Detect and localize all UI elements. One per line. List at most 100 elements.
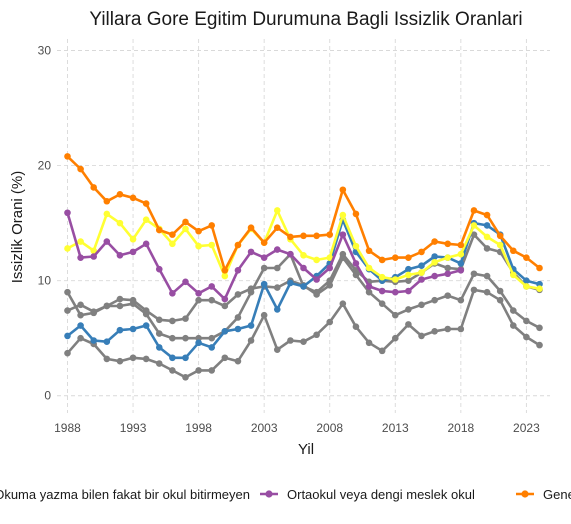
data-point (260, 280, 268, 288)
chart-title: Yillara Gore Egitim Durumuna Bagli Issiz… (89, 9, 522, 30)
data-point (523, 254, 530, 261)
data-point (496, 241, 504, 249)
data-point (365, 247, 373, 255)
data-point (378, 347, 386, 355)
data-point (260, 311, 268, 319)
data-point (64, 307, 71, 314)
data-point (169, 240, 176, 248)
data-point (287, 279, 294, 287)
data-point (496, 287, 504, 295)
data-point (208, 367, 216, 374)
data-point (536, 264, 543, 272)
y-tick-label: 30 (38, 44, 52, 58)
data-point (457, 260, 465, 267)
data-point (509, 307, 517, 314)
data-point (496, 232, 504, 240)
data-point (405, 254, 412, 261)
data-point (300, 264, 307, 272)
data-point (64, 349, 71, 357)
data-point (221, 302, 229, 310)
data-point (431, 272, 438, 280)
data-point (221, 267, 229, 274)
data-point (195, 290, 202, 297)
legend-label: Okuma yazma bilen fakat bir okul bitirme… (0, 487, 250, 502)
data-point (116, 191, 124, 198)
data-point (103, 210, 111, 218)
data-point (444, 292, 452, 299)
legend-key-point (265, 490, 273, 498)
y-tick-label: 20 (38, 159, 52, 173)
data-point (378, 300, 386, 307)
data-point (431, 258, 438, 266)
data-point (536, 280, 543, 288)
data-point (195, 367, 202, 374)
data-point (182, 334, 189, 342)
data-point (405, 287, 412, 295)
data-point (509, 247, 517, 255)
data-point (221, 295, 229, 303)
data-point (483, 245, 491, 252)
data-point (234, 291, 242, 298)
data-point (64, 288, 71, 296)
data-point (155, 265, 163, 273)
data-point (352, 242, 360, 250)
data-point (483, 272, 491, 280)
data-point (247, 322, 255, 329)
data-point (391, 311, 399, 319)
x-tick-label: 2008 (316, 421, 343, 435)
data-point (169, 367, 176, 374)
data-point (496, 296, 504, 304)
data-point (208, 344, 216, 351)
data-point (509, 322, 517, 329)
data-point (195, 242, 202, 250)
data-point (300, 232, 307, 240)
data-point (470, 231, 478, 238)
data-point (129, 354, 137, 362)
data-point (155, 344, 163, 351)
data-point (339, 231, 347, 238)
data-point (64, 332, 71, 340)
data-point (77, 301, 84, 309)
data-point (182, 374, 189, 381)
data-point (444, 270, 452, 278)
data-point (195, 334, 202, 342)
data-point (431, 253, 438, 260)
data-point (142, 240, 150, 248)
x-tick-label: 1998 (185, 421, 212, 435)
data-point (142, 216, 150, 223)
data-point (444, 325, 452, 333)
data-point (90, 309, 98, 317)
data-point (287, 250, 294, 258)
data-point (208, 241, 216, 249)
data-point (77, 238, 84, 245)
data-point (260, 239, 268, 246)
data-point (457, 250, 465, 258)
data-point (326, 231, 334, 238)
data-point (523, 333, 530, 341)
data-point (64, 209, 71, 217)
data-point (470, 270, 478, 278)
data-point (77, 165, 84, 173)
series-layer (64, 153, 543, 381)
data-point (169, 317, 176, 325)
data-point (457, 241, 465, 249)
data-point (339, 211, 347, 219)
data-point (470, 207, 478, 214)
data-point (391, 254, 399, 261)
data-point (287, 337, 294, 344)
data-point (260, 264, 268, 272)
data-point (313, 232, 320, 240)
data-point (431, 238, 438, 245)
data-point (208, 296, 216, 304)
data-point (287, 233, 294, 241)
data-point (418, 301, 425, 309)
data-point (391, 276, 399, 283)
data-point (129, 235, 137, 243)
data-point (418, 276, 425, 283)
legend: Okuma yazma bilen fakat bir okul bitirme… (0, 487, 571, 502)
data-point (208, 334, 216, 342)
data-point (142, 310, 150, 318)
data-point (523, 277, 530, 284)
data-point (378, 273, 386, 281)
